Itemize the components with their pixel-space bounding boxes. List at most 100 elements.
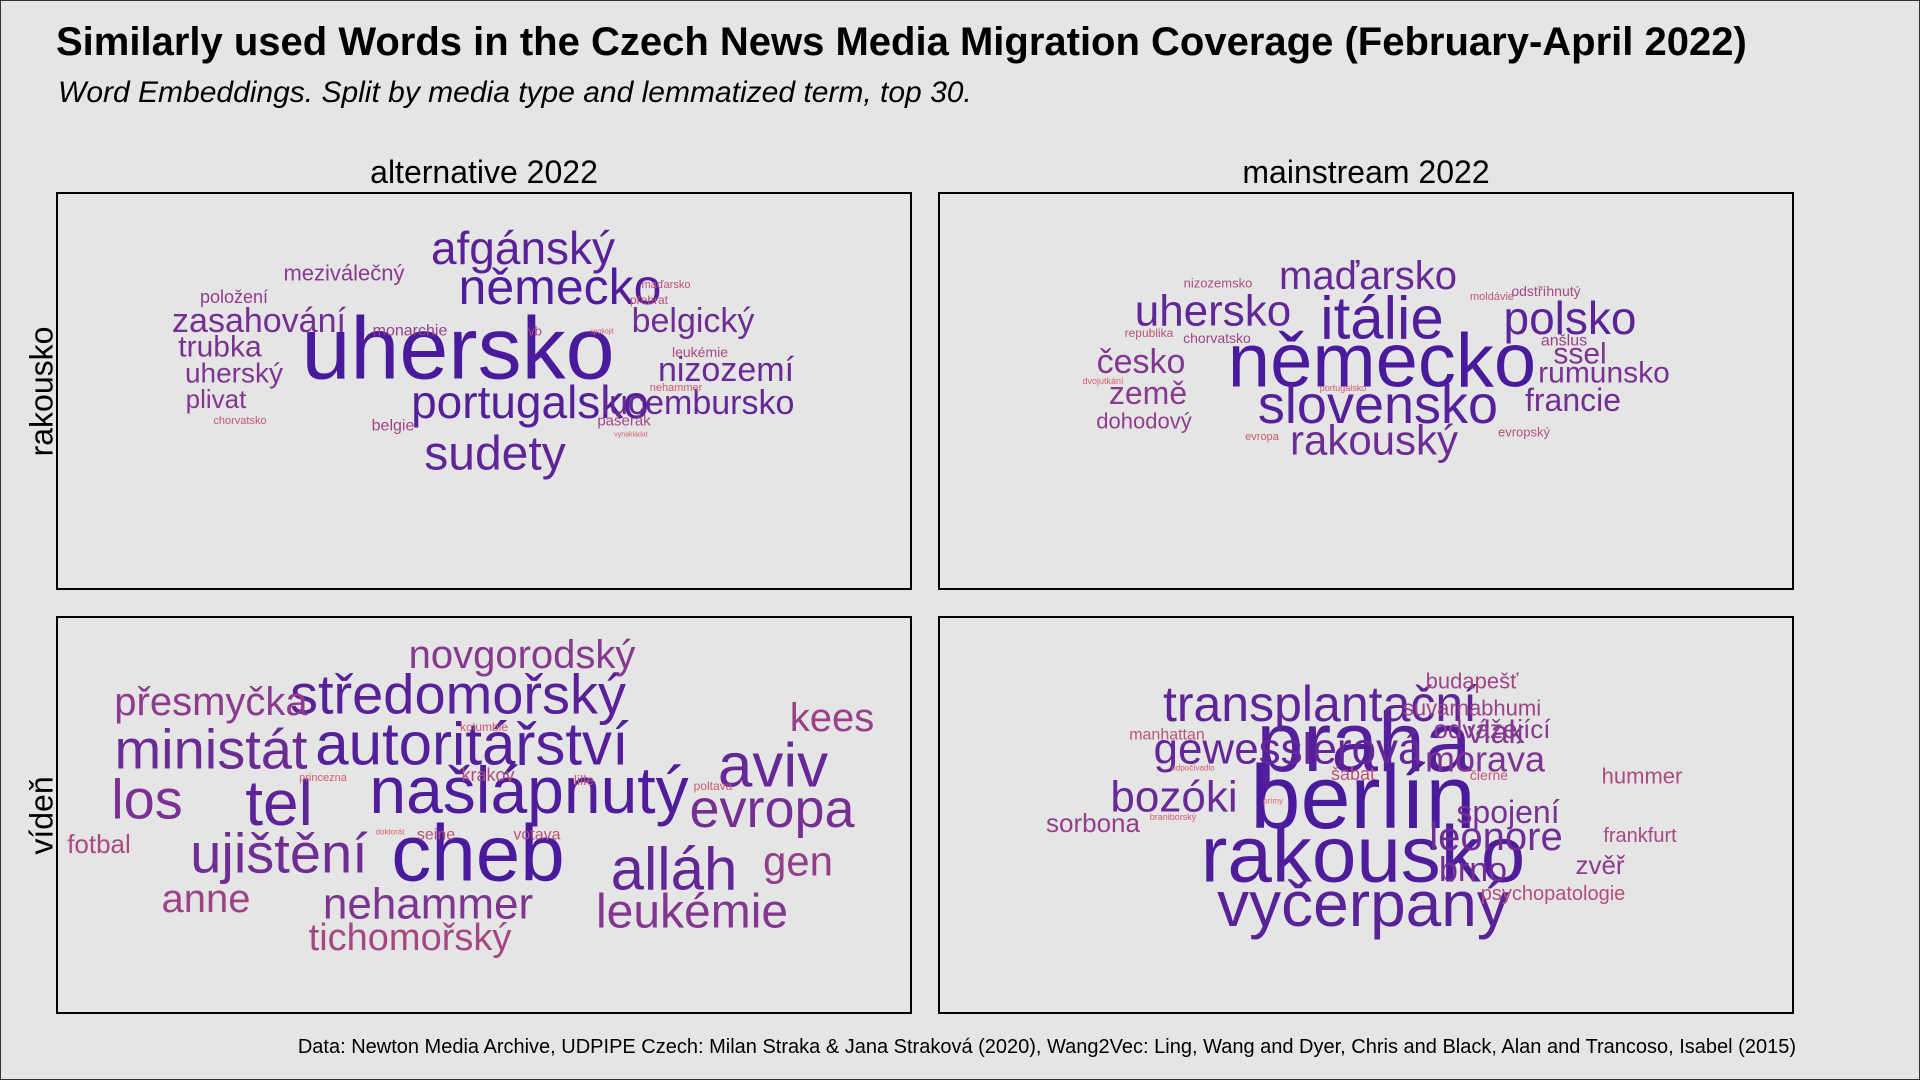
word-gewesslerova: gewesslerová [1153,725,1423,774]
word-evropa: evropa [689,779,855,839]
word-evropa: evropa [1245,431,1280,443]
word-rumunsko: rumunsko [1538,357,1670,390]
word-fotbal: fotbal [67,829,131,859]
panel-alternative-rakousko: uhersko německo portugalsko afgánský sudety l… [56,192,912,590]
word-uhersky: uherský [185,358,283,389]
word-nehammer: nehammer [323,880,533,929]
word-leukemie: leukémie [672,344,728,360]
word-sabat: šabat [1331,764,1375,784]
word-nemecko: německo [1228,319,1536,404]
word-kees: kees [790,696,875,740]
word-trubka: trubka [178,331,262,364]
word-polsko: polsko [1504,292,1637,344]
word-manhattan: manhattan [1129,727,1205,744]
word-chorvatsko: chorvatsko [1183,330,1251,346]
word-evropsky: evropský [1498,425,1551,440]
word-cierne: čierne [1470,767,1508,783]
word-anne: anne [162,877,251,921]
column-strip-alternative: alternative 2022 [370,154,598,190]
word-odvazejici: odvážející [1433,714,1551,744]
word-hummer: hummer [1602,764,1683,789]
word-nemecko: německo [459,259,662,315]
word-krakov: krakov [461,765,514,785]
word-vynakladat: vynakládat [614,432,648,439]
word-prebrat: přebrat [630,293,669,307]
word-brno: brno [1439,851,1507,889]
word-moldavie: moldávie [1470,291,1514,303]
word-los: los [111,768,183,831]
word-praha: praha [1257,695,1472,789]
word-republika: republika [1125,326,1174,340]
word-dohodovy: dohodový [1096,409,1191,434]
word-tichomorsky: tichomořský [309,917,512,959]
word-rakousky: rakouský [1290,417,1458,464]
word-mezivalecny: meziválečný [283,261,404,286]
word-autoritarstvi: autoritářství [315,711,629,778]
word-vycerpany: vyčerpaný [1217,868,1509,940]
word-odstrihnuty: odstříhnutý [1511,283,1580,299]
word-sorbona: sorbona [1046,808,1140,838]
word-tel: tel [245,767,313,839]
word-uhersko: uhersko [301,299,614,398]
word-afgansky: afgánský [431,222,615,274]
word-nizozemi: nizozemí [658,351,795,389]
word-poltava: poltava [694,779,733,793]
word-leukemie: leukémie [596,886,788,939]
word-nehammer: nehammer [650,382,703,394]
word-italie: itálie [1320,285,1443,352]
word-spojeni: spojení [1456,794,1559,830]
word-anslus: anšlus [1541,333,1587,350]
word-uhersko: uhersko [1135,287,1292,336]
word-portugalsko: portugalsko [411,376,649,428]
word-rakousko: rakousko [1201,810,1526,899]
word-budapest: budapešť [1426,669,1519,694]
word-novgorodsky: novgorodský [409,633,636,677]
word-lucembursko: lucembursko [602,384,795,422]
word-gen: gen [763,838,833,885]
word-seine: seine [417,827,455,844]
word-madarsko: maďarsko [1279,254,1457,298]
word-naslapnuty: našlápnutý [369,753,688,827]
word-francie: francie [1525,382,1621,418]
word-frankfurt: frankfurt [1603,825,1677,847]
chart-title: Similarly used Words in the Czech News M… [56,20,1747,64]
word-lille: lille [574,772,594,788]
word-zver: zvěř [1575,850,1625,880]
word-dvojutkani: dvojutkání [1082,376,1124,386]
word-ssel: ssel [1553,338,1606,371]
panel-mainstream-rakousko: německo itálie slovensko polsko uhersko maďar… [938,192,1794,590]
word-spokojit: spokojit [590,329,614,336]
chart-subtitle: Word Embeddings. Split by media type and… [58,76,972,109]
data-source-caption: Data: Newton Media Archive, UDPIPE Czech… [297,1036,1796,1058]
word-braniborsky: braniborský [1150,812,1197,822]
word-primy: prímy [1263,797,1283,806]
word-doktorat: doktorát [376,828,406,837]
word-allah: alláh [611,836,738,903]
word-transplantacni: transplantační [1163,676,1477,732]
word-ministat: ministát [115,718,308,781]
word-paserak: pašerák [597,413,651,430]
row-strip-label-rakousko: rakousko [23,326,60,456]
word-cesko: česko [1097,343,1186,381]
word-nizozemsko: nizozemsko [1184,276,1253,291]
word-plivat: plivat [186,384,247,414]
panel-alternative-viden: cheb našlápnutý autoritářství středomořský t… [56,616,912,1014]
word-portugalsko: portugalsko [1320,383,1367,393]
word-vb: vb [528,324,542,339]
word-berlin: berlín [1250,748,1475,848]
wordcloud-svg: uherskoněmeckoportugalskoafgánskýsudetyl… [172,222,795,481]
word-zeme: země [1109,375,1187,411]
word-morava: morava [1425,739,1546,780]
word-belgicky: belgický [632,302,755,340]
panel-mainstream-viden: berlín rakousko praha vyčerpaný transplantač… [938,616,1794,1014]
word-aviv: aviv [718,732,828,801]
word-leonore: leonore [1429,815,1562,859]
word-chorvatsko: chorvatsko [213,415,266,427]
word-kolumbie: kolumbie [460,720,508,734]
word-bozoki: bozóki [1110,773,1237,822]
word-cheb: cheb [391,809,564,898]
column-strip-mainstream: mainstream 2022 [1242,154,1490,190]
